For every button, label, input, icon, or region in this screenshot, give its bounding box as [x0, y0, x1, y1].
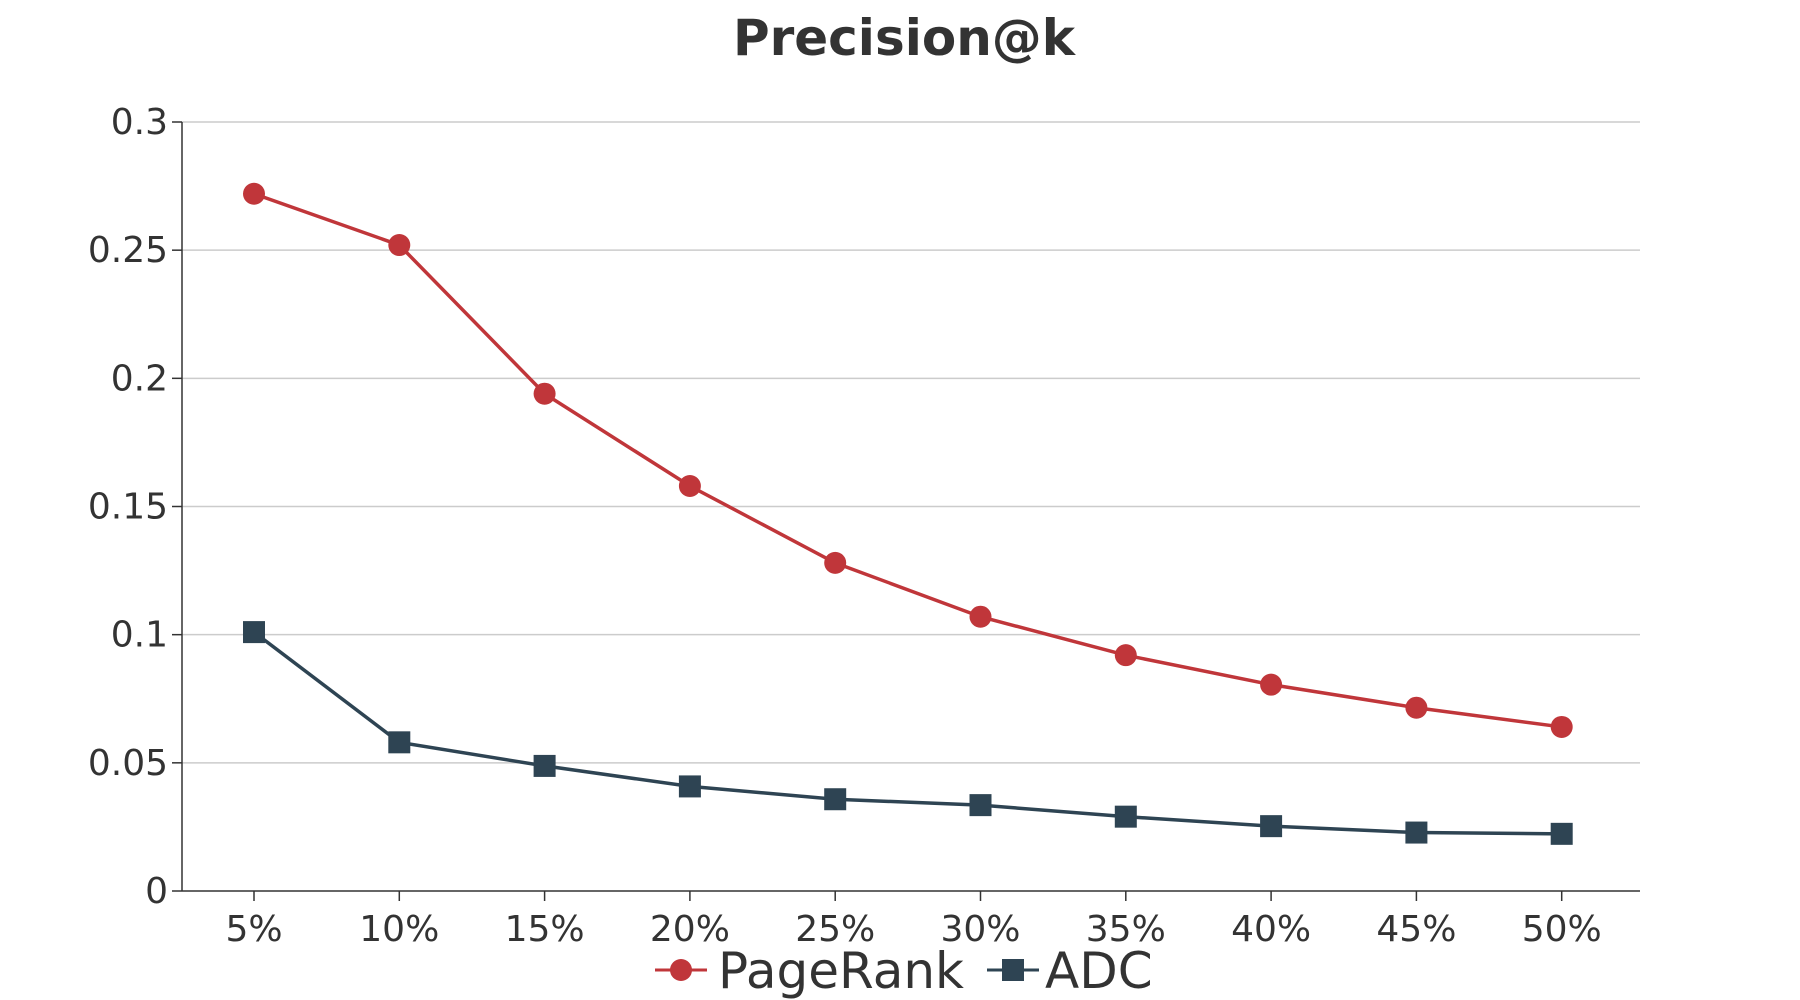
gridlines	[182, 121, 1640, 764]
data-point	[678, 474, 701, 497]
data-point	[824, 551, 847, 574]
series-group	[243, 182, 1573, 845]
series-line	[253, 192, 1562, 729]
x-tick-label: 45%	[1376, 909, 1456, 950]
data-point	[1260, 673, 1283, 696]
x-tick-label: 35%	[1086, 909, 1166, 950]
legend: PageRank ADC	[655, 942, 1153, 1000]
data-point	[969, 605, 992, 628]
x-tick-label: 25%	[795, 909, 875, 950]
x-tick-label: 20%	[650, 909, 730, 950]
data-point	[1405, 696, 1428, 719]
x-tick-label: 40%	[1231, 909, 1311, 950]
data-point	[388, 731, 411, 754]
legend-item-pagerank: PageRank	[655, 942, 964, 1000]
data-point	[1114, 805, 1137, 828]
data-point	[1550, 715, 1573, 738]
y-tick-label: 0	[145, 871, 168, 912]
chart-title: Precision@k	[733, 9, 1077, 67]
x-tick-label: 10%	[359, 909, 439, 950]
data-point	[243, 182, 265, 205]
axes: 0 0.05 0.1 0.15 0.2 0.25 0.3 5% 10% 15% 20% 25% 30% 3…	[88, 102, 1640, 950]
legend-marker	[670, 959, 692, 981]
y-tick-label: 0.2	[111, 358, 168, 399]
y-tick-label: 0.3	[111, 102, 168, 143]
y-tick-label: 0.05	[88, 743, 168, 784]
data-point	[533, 382, 556, 405]
series-pagerank	[243, 182, 1573, 738]
x-tick-label: 30%	[940, 909, 1020, 950]
data-point	[243, 621, 265, 644]
y-tick-label: 0.1	[111, 615, 168, 656]
legend-label: PageRank	[718, 942, 964, 1000]
x-tick-label: 50%	[1522, 909, 1602, 950]
data-point	[1260, 815, 1283, 838]
series-line	[252, 630, 1562, 836]
y-tick-label: 0.15	[88, 487, 168, 528]
data-point	[1550, 822, 1573, 845]
legend-item-adc: ADC	[987, 942, 1153, 1000]
data-point	[1405, 821, 1428, 844]
data-point	[678, 775, 701, 798]
data-point	[533, 754, 556, 777]
legend-label: ADC	[1045, 942, 1153, 1000]
data-point	[824, 788, 847, 811]
data-point	[1114, 644, 1137, 667]
data-point	[969, 794, 992, 817]
data-point	[388, 234, 411, 257]
x-tick-label: 15%	[505, 909, 585, 950]
y-tick-label: 0.25	[88, 230, 168, 271]
series-adc	[243, 621, 1573, 845]
x-tick-label: 5%	[225, 909, 282, 950]
legend-marker	[1002, 959, 1024, 981]
